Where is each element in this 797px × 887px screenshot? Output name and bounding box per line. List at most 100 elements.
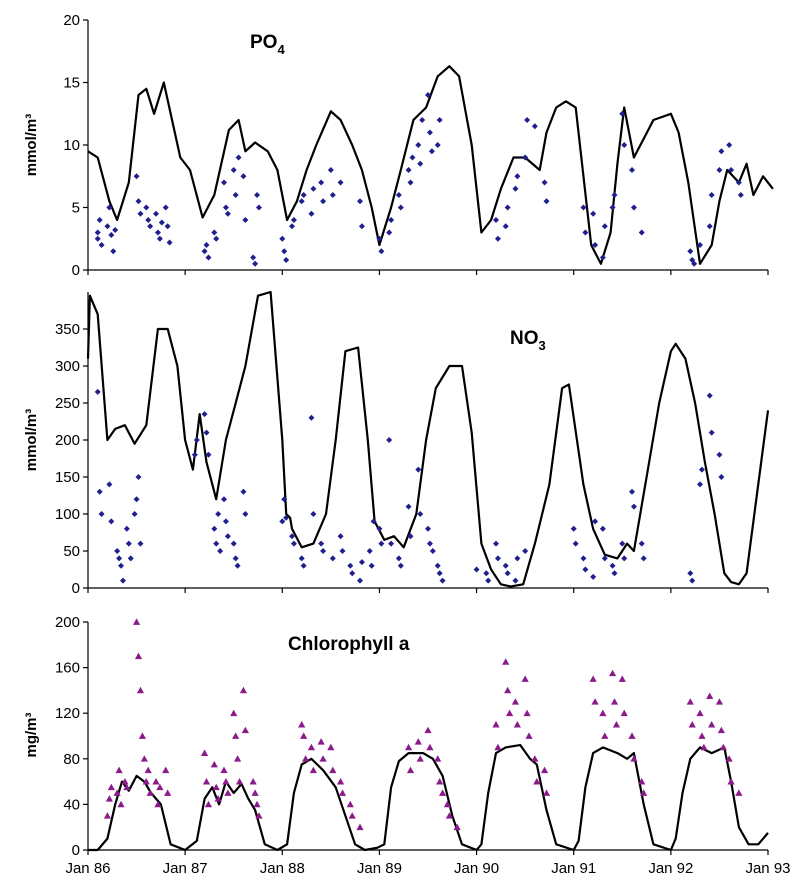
observation-point xyxy=(502,562,509,569)
observation-point xyxy=(289,223,295,230)
y-tick-label: 100 xyxy=(55,506,80,523)
observation-point xyxy=(145,217,152,223)
observation-point xyxy=(154,800,162,808)
observation-point xyxy=(203,429,210,436)
observation-point xyxy=(388,217,395,223)
observation-point xyxy=(156,783,164,791)
observation-point xyxy=(370,518,377,525)
observation-point xyxy=(737,192,744,198)
observation-point xyxy=(504,570,511,577)
observation-point xyxy=(698,466,705,473)
observation-point xyxy=(434,755,442,762)
observation-point xyxy=(697,481,703,488)
observation-point xyxy=(202,778,211,785)
observation-point xyxy=(686,698,694,705)
observation-point xyxy=(125,540,132,547)
observation-point xyxy=(436,778,444,785)
observation-point xyxy=(234,562,241,569)
observation-point xyxy=(222,778,230,785)
observation-point xyxy=(240,173,247,180)
observation-point xyxy=(337,179,344,186)
observation-point xyxy=(506,709,514,717)
observation-point xyxy=(235,778,244,785)
observation-point xyxy=(204,800,213,808)
observation-point xyxy=(388,540,395,547)
observation-point xyxy=(502,223,509,230)
observation-point xyxy=(358,559,365,566)
observation-point xyxy=(103,812,112,819)
observation-point xyxy=(336,778,345,785)
observation-point xyxy=(137,540,144,547)
observation-point xyxy=(146,789,154,796)
observation-point xyxy=(378,540,385,547)
observation-point xyxy=(609,562,616,569)
observation-point xyxy=(191,451,198,458)
observation-point xyxy=(601,555,608,562)
observation-point xyxy=(735,789,743,796)
x-tick-label: Jan 90 xyxy=(454,860,499,877)
observation-point xyxy=(570,525,577,532)
observation-point xyxy=(224,789,232,796)
observation-point xyxy=(718,474,725,480)
observation-point xyxy=(203,242,210,248)
observation-point xyxy=(135,198,142,205)
observation-point xyxy=(205,451,212,458)
observation-point xyxy=(716,451,723,458)
observation-point xyxy=(115,766,123,774)
observation-point xyxy=(395,555,402,562)
observation-point xyxy=(428,148,435,155)
observation-point xyxy=(289,533,295,540)
observation-point xyxy=(230,709,238,717)
observation-point xyxy=(320,548,327,554)
observation-point xyxy=(493,540,499,547)
observation-point xyxy=(162,204,169,211)
observation-point xyxy=(232,555,239,562)
observation-point xyxy=(691,260,698,267)
y-tick-label: 350 xyxy=(55,321,80,338)
observation-point xyxy=(300,192,307,198)
observation-point xyxy=(697,242,703,248)
observation-point xyxy=(283,257,290,263)
observation-point xyxy=(592,518,599,525)
observation-point xyxy=(164,223,171,230)
y-tick-label: 0 xyxy=(72,842,80,859)
observation-point xyxy=(127,555,134,562)
observation-point xyxy=(706,392,713,399)
observation-point xyxy=(425,92,431,98)
observation-point xyxy=(347,562,354,569)
observation-point xyxy=(320,198,327,205)
observation-point xyxy=(106,204,113,211)
observation-point xyxy=(599,254,606,261)
observation-point xyxy=(105,795,113,802)
observation-point xyxy=(104,223,111,230)
observation-point xyxy=(426,129,433,136)
observation-point xyxy=(439,577,446,584)
observation-point xyxy=(348,812,356,819)
observation-point xyxy=(98,511,105,517)
observation-point xyxy=(201,248,208,255)
observation-point xyxy=(281,248,288,255)
observation-point xyxy=(725,755,733,762)
observation-point xyxy=(601,732,609,739)
observation-point xyxy=(133,496,140,503)
observation-point xyxy=(404,743,413,751)
observation-point xyxy=(629,167,635,173)
x-tick-labels: Jan 86 Jan 87 Jan 88 Jan 89 Jan 90 Jan 91 Jan … xyxy=(65,860,790,877)
observation-point xyxy=(283,514,290,521)
observation-point xyxy=(618,675,626,682)
y-tick-label: 250 xyxy=(55,395,80,412)
observation-point xyxy=(214,795,222,802)
observation-point xyxy=(395,192,402,198)
y-tick-label: 300 xyxy=(55,358,80,375)
observation-point xyxy=(153,210,159,217)
observation-point xyxy=(406,766,415,774)
y-tick-label: 160 xyxy=(55,660,80,677)
x-ticks xyxy=(87,588,769,593)
x-tick-label: Jan 91 xyxy=(551,860,596,877)
observation-point xyxy=(687,570,694,577)
observation-point xyxy=(250,254,257,261)
observation-point xyxy=(337,533,344,540)
observation-point xyxy=(94,388,101,395)
observation-point xyxy=(116,555,123,562)
observation-point xyxy=(542,789,551,796)
